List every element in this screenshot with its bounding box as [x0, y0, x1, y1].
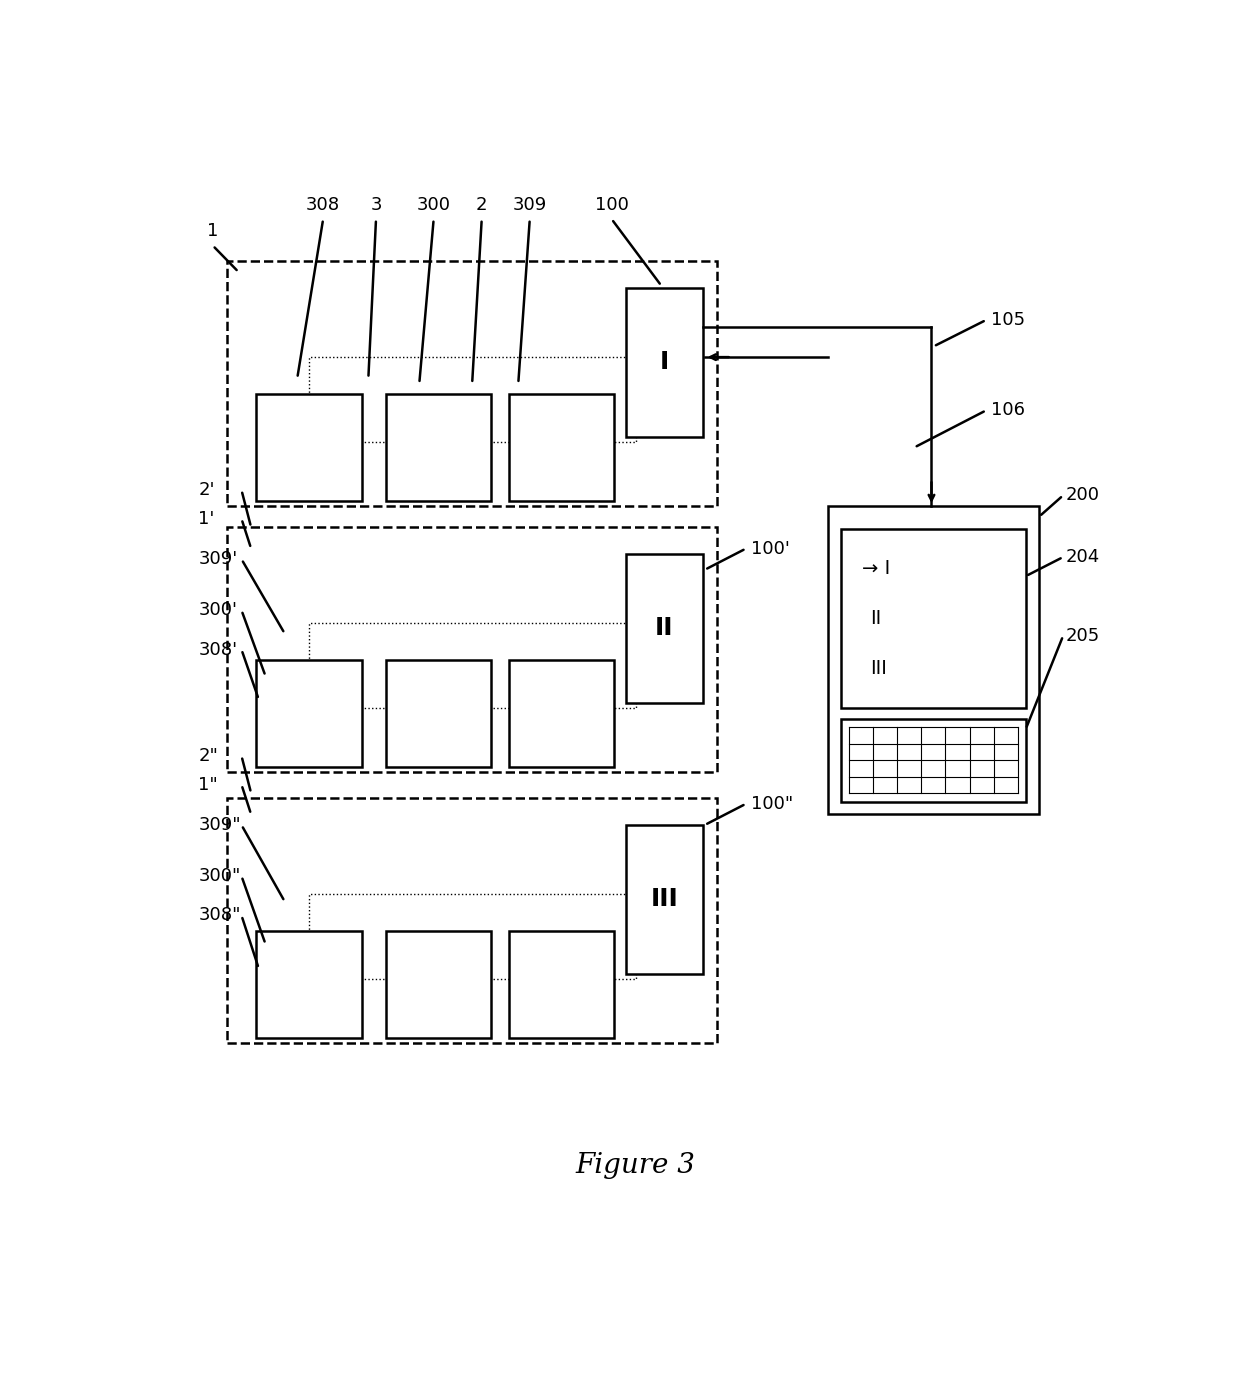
Text: 309': 309'	[198, 550, 238, 568]
Text: II: II	[870, 609, 882, 628]
Bar	[386, 660, 491, 766]
Text: 204: 204	[1066, 548, 1100, 566]
Text: III: III	[870, 659, 887, 678]
Bar	[386, 931, 491, 1037]
Bar	[227, 261, 717, 505]
Bar	[227, 798, 717, 1043]
Bar	[828, 505, 1039, 815]
Text: 100': 100'	[751, 540, 790, 558]
Text: 2': 2'	[198, 481, 215, 499]
Text: 308: 308	[306, 196, 340, 214]
Bar	[255, 931, 362, 1037]
Text: 1: 1	[207, 222, 218, 240]
Text: 300: 300	[417, 196, 450, 214]
Bar	[626, 824, 703, 974]
Bar	[309, 623, 635, 708]
Text: 308': 308'	[198, 641, 237, 659]
Text: II: II	[655, 616, 673, 641]
Bar	[626, 289, 703, 436]
Bar	[841, 718, 1025, 801]
Text: I: I	[660, 351, 668, 374]
Bar	[309, 894, 635, 979]
Text: 100": 100"	[751, 794, 794, 813]
Bar	[255, 660, 362, 766]
Bar	[255, 395, 362, 501]
Text: 308": 308"	[198, 906, 241, 924]
Bar	[841, 529, 1025, 708]
Text: 1": 1"	[198, 776, 218, 794]
Text: 100: 100	[594, 196, 629, 214]
Text: → I: → I	[862, 559, 890, 579]
Text: 2": 2"	[198, 747, 218, 765]
Bar	[626, 554, 703, 703]
Text: 309": 309"	[198, 816, 241, 834]
Text: 309: 309	[512, 196, 547, 214]
Text: III: III	[651, 888, 678, 911]
Bar	[386, 395, 491, 501]
Text: 106: 106	[991, 402, 1025, 420]
Text: 300': 300'	[198, 601, 237, 619]
Bar	[309, 358, 635, 442]
Bar	[508, 395, 614, 501]
Text: 300": 300"	[198, 867, 241, 885]
Text: 2: 2	[476, 196, 487, 214]
Bar	[508, 931, 614, 1037]
Text: 1': 1'	[198, 510, 215, 528]
Text: Figure 3: Figure 3	[575, 1152, 696, 1179]
Text: 200: 200	[1066, 486, 1100, 504]
Bar	[508, 660, 614, 766]
Text: 105: 105	[991, 311, 1025, 329]
Text: 205: 205	[1066, 627, 1100, 645]
Text: 3: 3	[371, 196, 382, 214]
Bar	[227, 528, 717, 772]
